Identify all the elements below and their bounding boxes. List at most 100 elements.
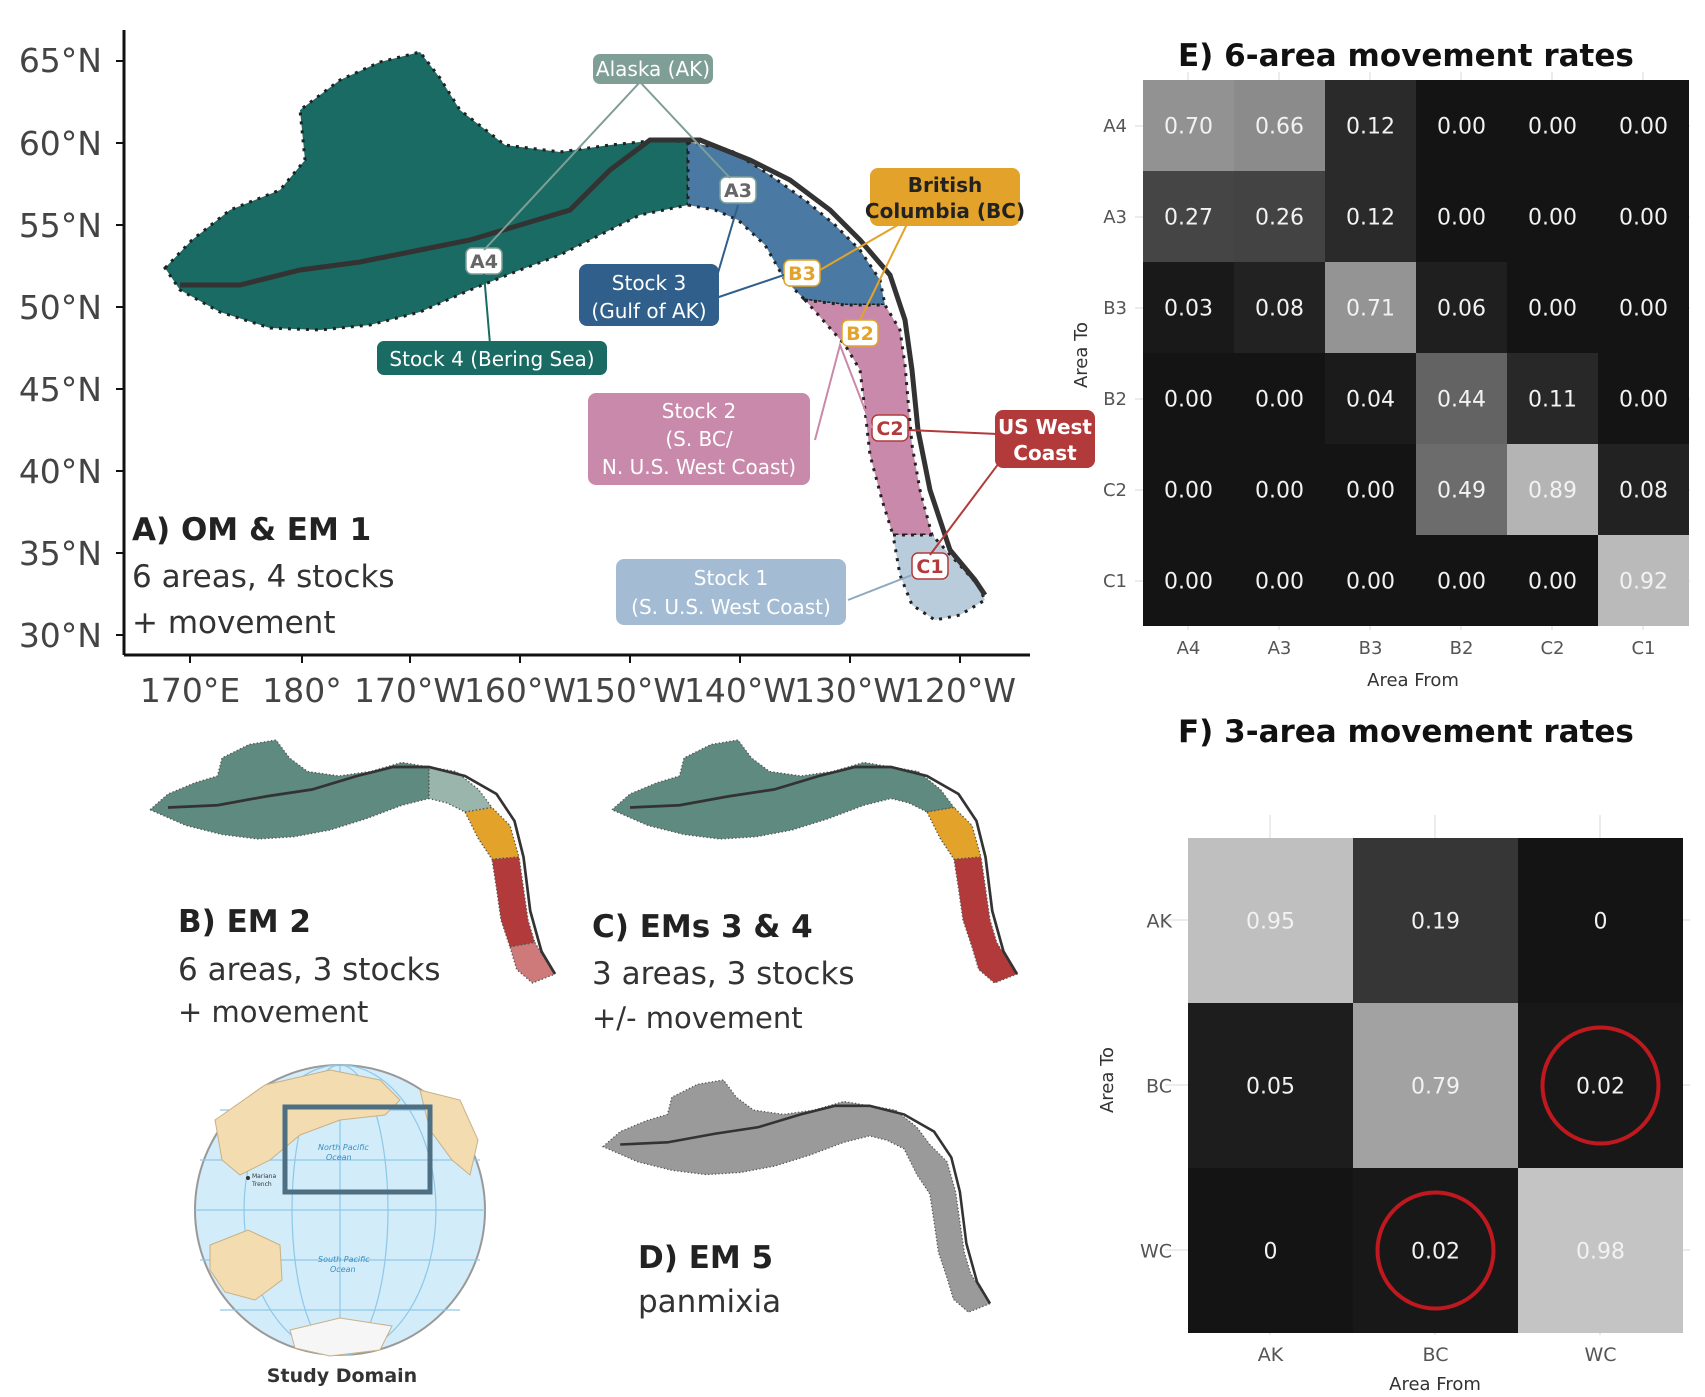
heatmap-cell	[1507, 80, 1598, 171]
heatmap-cell	[1143, 535, 1234, 626]
heatmap-f-cells: 0.95 0.19 0 0.05 0.79 0.02 0 0.02 0.98	[1188, 838, 1683, 1333]
area-tag-label: C1	[916, 556, 943, 578]
heatmap-x-tick: A4	[1177, 638, 1201, 659]
panel-a-title: A) OM & EM 1	[132, 512, 371, 548]
stock2-label-text: Stock 2	[662, 399, 736, 423]
heatmap-cell	[1188, 1168, 1353, 1333]
heatmap-cell	[1518, 1003, 1683, 1168]
panel-c-title: C) EMs 3 & 4	[592, 909, 813, 945]
highlight-circle	[1540, 1025, 1661, 1146]
heatmap-cell	[1518, 1168, 1683, 1333]
heatmap-value: 0.08	[1619, 478, 1668, 503]
heatmap-value: 0.03	[1164, 296, 1213, 321]
heatmap-y-tick: B3	[1103, 298, 1127, 319]
area-tag-c1: C1	[911, 552, 949, 580]
north-pacific-label: Ocean	[326, 1153, 352, 1162]
heatmap-cell	[1416, 262, 1507, 353]
heatmap-cell	[1143, 171, 1234, 262]
heatmap-x-tick: B3	[1359, 638, 1383, 659]
heatmap-cell	[1507, 444, 1598, 535]
heatmap-cell	[1416, 535, 1507, 626]
panel-b-line2: + movement	[178, 995, 368, 1029]
bc-label-text: Columbia (BC)	[865, 199, 1025, 223]
heatmap-cell	[1234, 171, 1325, 262]
stock2-label-text: N. U.S. West Coast)	[602, 455, 796, 479]
heatmap-cell	[1598, 171, 1689, 262]
panel-d-line1: panmixia	[638, 1284, 781, 1320]
stock3-label: Stock 3 (Gulf of AK)	[579, 264, 719, 326]
heatmap-x-tick: WC	[1584, 1344, 1616, 1366]
heatmap-cell	[1325, 444, 1416, 535]
heatmap-y-tick: AK	[1147, 910, 1173, 932]
south-pacific-label: South Pacific	[318, 1255, 370, 1264]
heatmap-value: 0.00	[1164, 569, 1213, 594]
area-tag-a4: A4	[465, 247, 503, 275]
heatmap-cell	[1598, 353, 1689, 444]
area-tag-label: C2	[876, 418, 903, 440]
alaska-label-text: Alaska (AK)	[596, 57, 710, 81]
heatmap-cell	[1416, 353, 1507, 444]
heatmap-value: 0.02	[1576, 1074, 1625, 1099]
heatmap-x-tick: BC	[1423, 1344, 1449, 1366]
heatmap-cell	[1325, 353, 1416, 444]
lon-tick: 150°W	[574, 671, 686, 710]
heatmap-value: 0.00	[1346, 569, 1395, 594]
heatmap-x-tick: C2	[1540, 638, 1564, 659]
alaska-label: Alaska (AK)	[593, 54, 713, 84]
stock1-label-text: Stock 1	[694, 566, 768, 590]
panel-a-line1: 6 areas, 4 stocks	[132, 559, 395, 595]
area-tag-b2: B2	[841, 319, 879, 347]
lat-tick: 50°N	[19, 288, 102, 327]
lon-ticks: 170°E 180° 170°W 160°W 150°W 140°W 130°W…	[140, 655, 1016, 710]
heatmap-y-tick: C2	[1103, 480, 1127, 501]
heatmap-value: 0.26	[1255, 205, 1304, 230]
panel-c-line2: +/- movement	[592, 1001, 803, 1035]
heatmap-f-highlights	[1375, 1025, 1661, 1311]
heatmap-x-tick: AK	[1258, 1344, 1284, 1366]
heatmap-e-title: E) 6-area movement rates	[1178, 38, 1634, 74]
heatmap-y-tick: B2	[1103, 389, 1127, 410]
highlight-circle	[1375, 1190, 1496, 1311]
heatmap-cell	[1234, 353, 1325, 444]
heatmap-value: 0.00	[1619, 387, 1668, 412]
heatmap-value: 0.49	[1437, 478, 1486, 503]
heatmap-value: 0.02	[1411, 1239, 1460, 1264]
heatmap-cell	[1598, 80, 1689, 171]
mariana-label: Trench	[251, 1181, 272, 1188]
heatmap-value: 0.04	[1346, 387, 1395, 412]
heatmap-f-xticks: AK BC WC	[1258, 1344, 1617, 1366]
heatmap-y-tick: BC	[1146, 1075, 1172, 1097]
south-pacific-label: Ocean	[330, 1265, 356, 1274]
area-tag-label: B3	[788, 263, 816, 285]
lat-tick: 55°N	[19, 206, 102, 245]
lon-tick: 170°E	[140, 671, 240, 710]
heatmap-e-xticks: A4 A3 B3 B2 C2 C1	[1177, 638, 1656, 659]
mariana-label: Mariana	[252, 1173, 276, 1180]
lat-tick: 30°N	[19, 616, 102, 655]
heatmap-value: 0.00	[1619, 296, 1668, 321]
heatmap-cell	[1325, 262, 1416, 353]
lat-tick: 45°N	[19, 370, 102, 409]
heatmap-value: 0.00	[1437, 569, 1486, 594]
heatmap-value: 0.89	[1528, 478, 1577, 503]
heatmap-value: 0.00	[1437, 205, 1486, 230]
heatmap-f-yticks: AK BC WC	[1140, 910, 1173, 1262]
area-tag-b3: B3	[783, 259, 821, 287]
heatmap-cell	[1598, 262, 1689, 353]
heatmap-value: 0.27	[1164, 205, 1213, 230]
heatmap-cell	[1143, 353, 1234, 444]
heatmap-cell	[1353, 1168, 1518, 1333]
heatmap-y-tick: C1	[1103, 571, 1127, 592]
heatmap-value: 0	[1594, 909, 1608, 934]
heatmap-value: 0.00	[1528, 205, 1577, 230]
heatmap-cell	[1416, 171, 1507, 262]
heatmap-cell	[1518, 838, 1683, 1003]
area-tag-label: A4	[470, 251, 498, 273]
uswc-label-text: Coast	[1013, 441, 1077, 465]
heatmap-value: 0.92	[1619, 569, 1668, 594]
lat-ticks: 65°N 60°N 55°N 50°N 45°N 40°N 35°N 30°N	[19, 41, 124, 655]
heatmap-value: 0.00	[1164, 387, 1213, 412]
lat-tick: 40°N	[19, 452, 102, 491]
lat-tick: 35°N	[19, 534, 102, 573]
